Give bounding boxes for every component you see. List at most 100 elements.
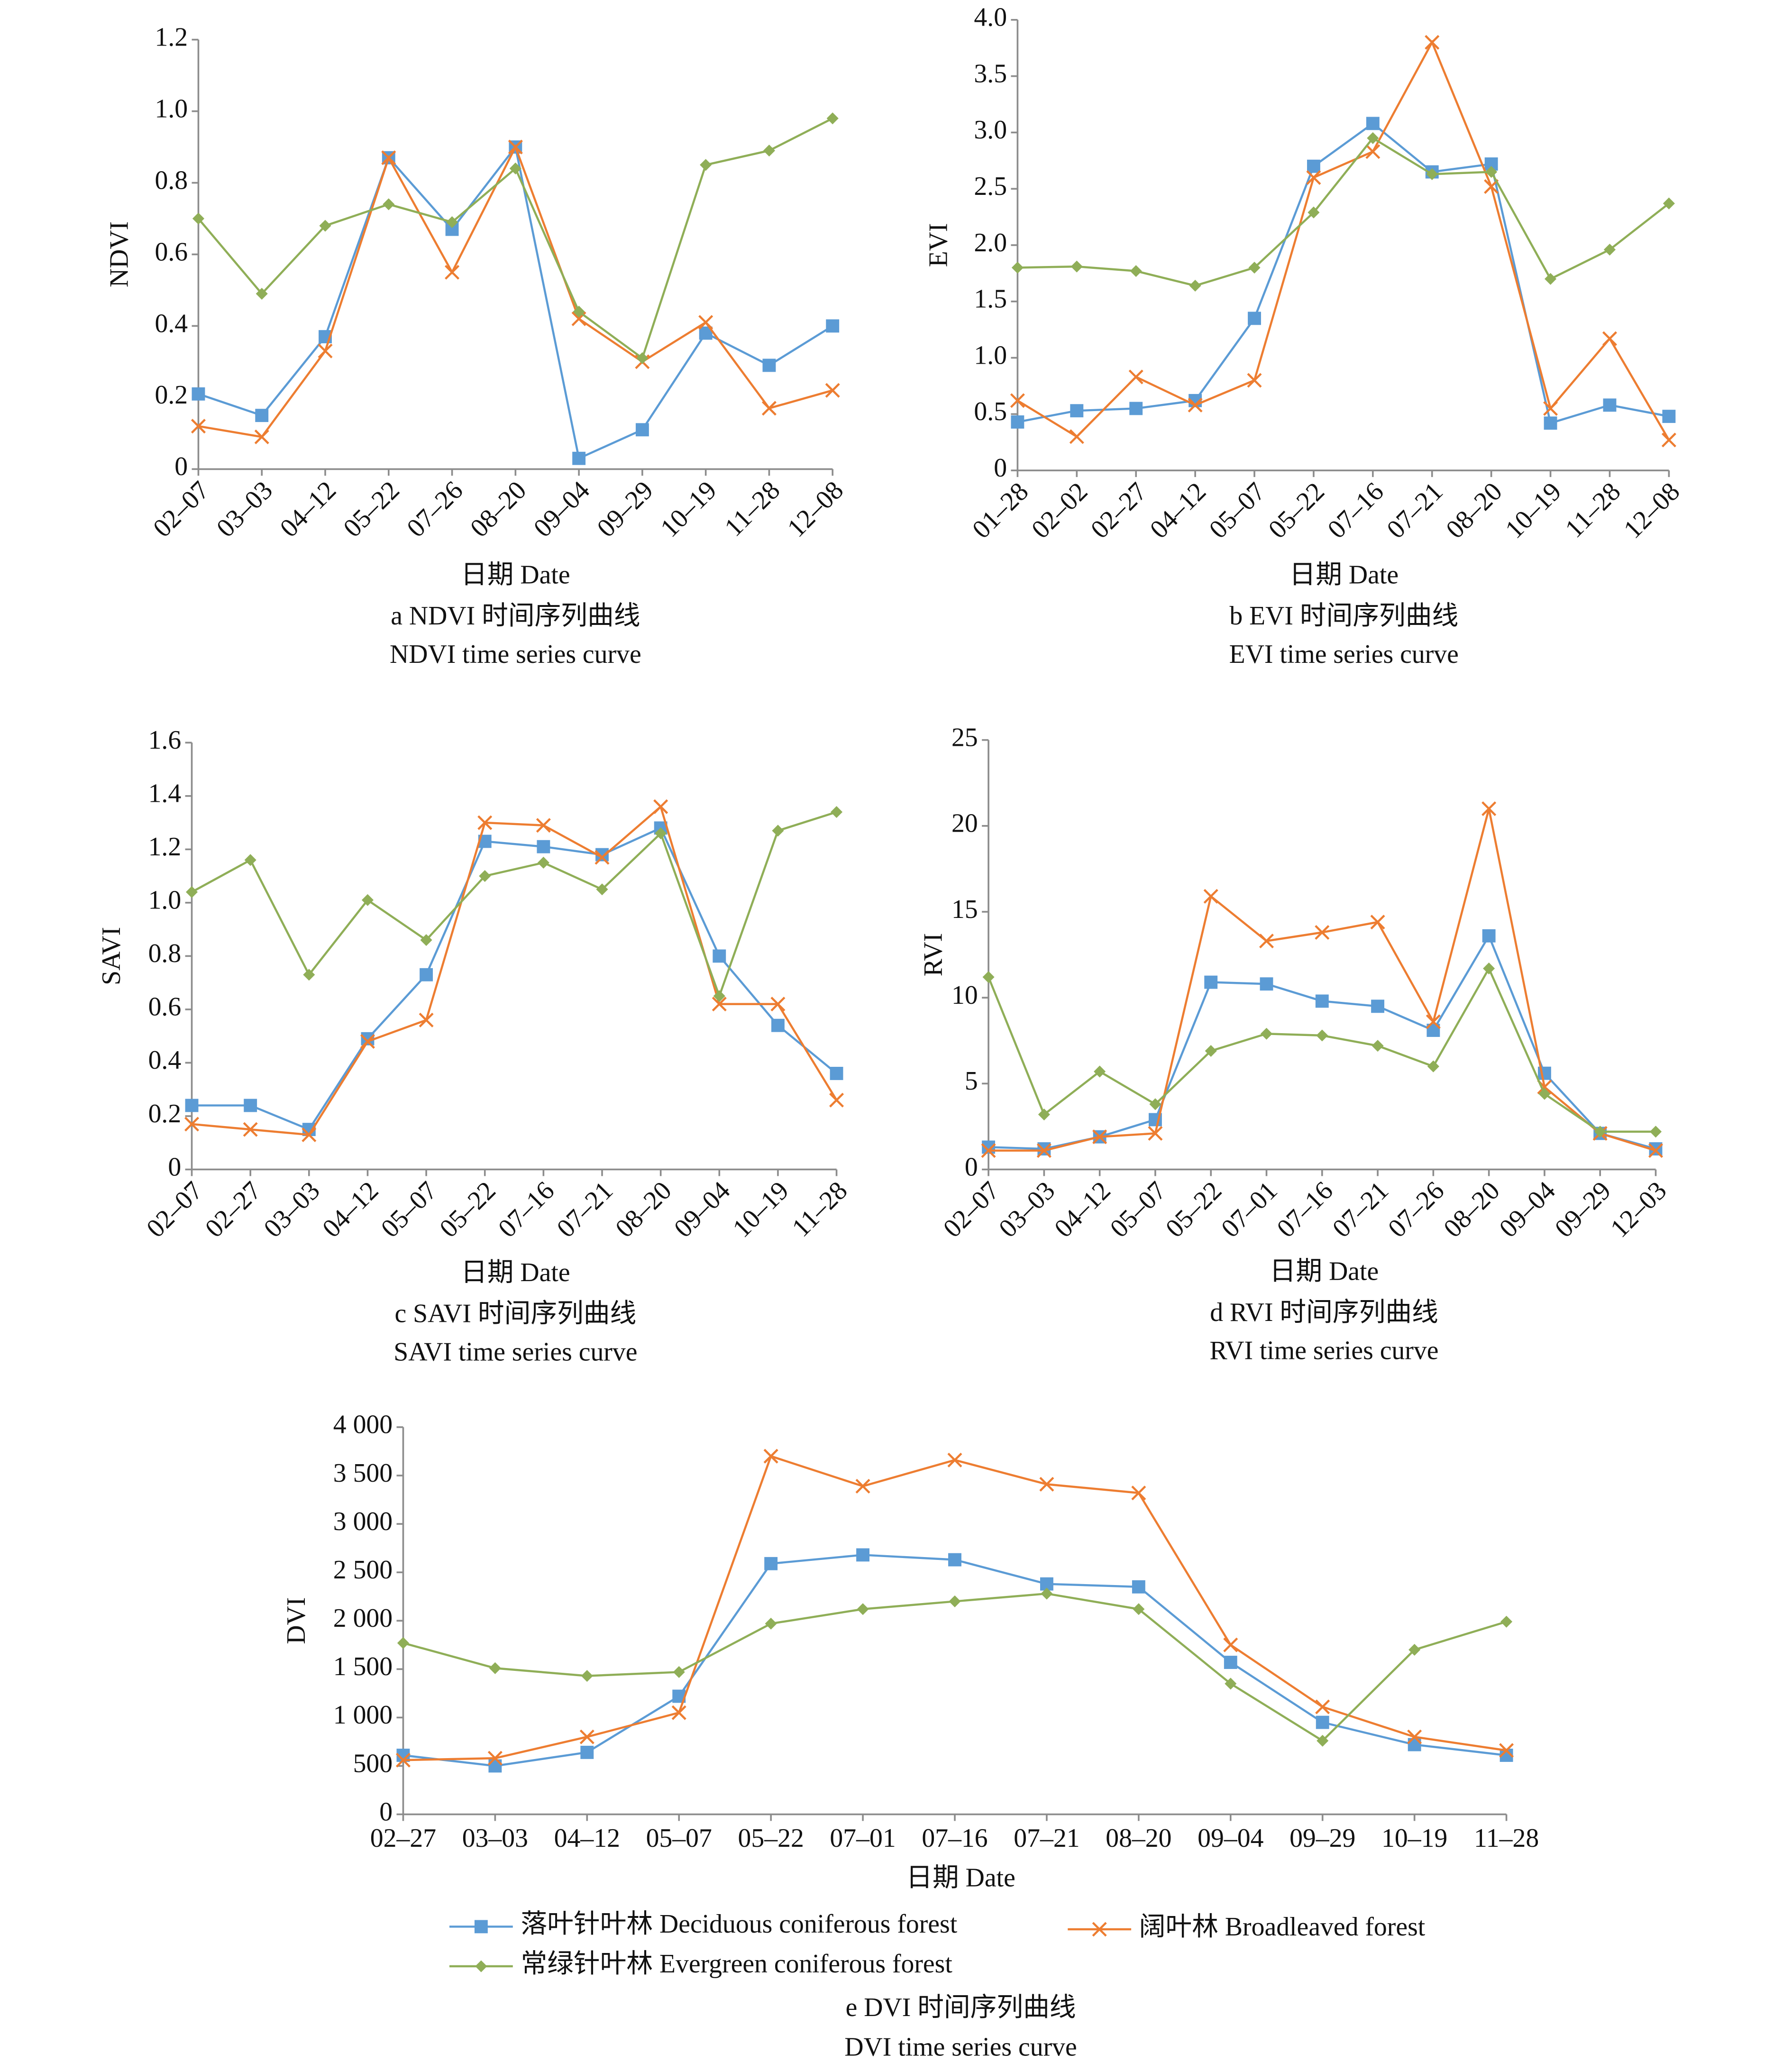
x-tick-label: 07–26 (1382, 1176, 1450, 1243)
marker (698, 315, 713, 330)
marker (713, 990, 725, 1002)
x-axis-label: 日期 Date (1270, 1256, 1379, 1286)
marker (1483, 963, 1495, 975)
marker (1204, 975, 1218, 989)
x-tick-label: 10–19 (1381, 1824, 1447, 1853)
marker (1129, 402, 1143, 415)
marker (1662, 410, 1676, 423)
marker (488, 1759, 502, 1773)
marker (420, 934, 432, 946)
y-tick-label: 3 500 (333, 1458, 393, 1488)
caption-en: NDVI time series curve (390, 640, 641, 669)
y-tick-label: 3.0 (974, 115, 1007, 145)
x-tick-label: 05–22 (738, 1824, 804, 1853)
caption-en: RVI time series curve (1210, 1336, 1439, 1366)
y-tick-label: 0 (965, 1152, 978, 1182)
marker (243, 1122, 258, 1137)
x-tick-label: 05–07 (375, 1176, 443, 1243)
marker (1427, 1060, 1439, 1073)
x-tick-label: 05–07 (1204, 477, 1271, 544)
marker (653, 799, 668, 814)
marker (1260, 977, 1273, 991)
marker (635, 423, 649, 437)
series-line (403, 1455, 1507, 1761)
y-tick-label: 0.5 (974, 397, 1007, 426)
y-tick-label: 2 500 (333, 1555, 393, 1585)
marker (1315, 925, 1330, 940)
x-tick-label: 07–16 (493, 1176, 560, 1243)
marker (636, 352, 649, 364)
marker (1203, 889, 1218, 904)
marker (303, 969, 315, 981)
marker (1248, 312, 1261, 325)
marker (1366, 117, 1380, 130)
marker (1316, 1029, 1328, 1042)
series-line (987, 966, 1656, 1133)
y-axis-label: DVI (282, 1597, 311, 1644)
marker (244, 854, 256, 866)
marker (949, 1595, 961, 1607)
x-tick-label: 07–01 (1216, 1176, 1283, 1243)
x-tick-label: 12–08 (1618, 477, 1685, 544)
series-line (191, 811, 837, 999)
x-tick-label: 03–03 (258, 1176, 325, 1243)
caption-en: SAVI time series curve (393, 1337, 637, 1366)
marker (419, 1012, 434, 1027)
marker (1316, 1715, 1329, 1729)
x-tick-label: 02–27 (370, 1824, 436, 1853)
legend-label: 阔叶林 Broadleaved forest (1139, 1912, 1426, 1942)
y-tick-label: 1.2 (155, 22, 188, 52)
marker (765, 1617, 777, 1630)
y-tick-label: 1.2 (148, 832, 182, 862)
series-line (197, 117, 833, 360)
marker (700, 159, 712, 171)
x-tick-label: 10–19 (655, 476, 722, 543)
x-tick-label: 07–21 (1327, 1176, 1394, 1243)
marker (255, 409, 269, 422)
caption-en: EVI time series curve (1229, 640, 1459, 669)
marker (1315, 994, 1329, 1008)
y-tick-label: 15 (951, 895, 978, 924)
x-tick-label: 07–21 (1381, 477, 1448, 544)
x-tick-label: 11–28 (1474, 1824, 1539, 1853)
marker (1132, 1580, 1145, 1594)
x-tick-label: 11–28 (719, 476, 786, 542)
marker (1484, 179, 1499, 194)
marker (596, 883, 608, 896)
marker (1070, 260, 1083, 273)
y-tick-label: 0.8 (148, 939, 182, 968)
marker (395, 1752, 411, 1768)
x-tick-label: 09–04 (668, 1176, 736, 1243)
x-tick-label: 09–29 (1549, 1176, 1617, 1243)
marker (1594, 1126, 1606, 1138)
y-axis-label: RVI (918, 933, 948, 977)
x-tick-label: 03–03 (462, 1824, 528, 1853)
x-axis-label: 日期 Date (906, 1863, 1015, 1893)
y-tick-label: 1.0 (148, 886, 182, 915)
marker (397, 1637, 409, 1649)
marker (1131, 1485, 1146, 1501)
marker (1188, 397, 1203, 413)
marker (1367, 132, 1379, 144)
marker (191, 419, 206, 434)
marker (1408, 1643, 1421, 1656)
series-line (1017, 137, 1670, 287)
y-tick-label: 4.0 (974, 3, 1007, 32)
x-tick-label: 04–12 (1049, 1176, 1116, 1243)
marker (192, 212, 205, 225)
y-tick-label: 1.5 (974, 284, 1007, 314)
marker (855, 1478, 870, 1494)
x-tick-label: 10–19 (1499, 477, 1567, 544)
marker (762, 358, 776, 372)
marker (1500, 1615, 1513, 1628)
marker (244, 1099, 257, 1112)
x-tick-label: 07–16 (922, 1824, 987, 1853)
marker (537, 840, 550, 853)
marker (509, 162, 521, 174)
marker (1648, 1143, 1664, 1158)
marker (1317, 1734, 1329, 1747)
marker (770, 997, 786, 1012)
marker (1603, 398, 1617, 412)
y-tick-label: 2.0 (974, 228, 1007, 257)
x-tick-label: 11–28 (1560, 477, 1627, 544)
